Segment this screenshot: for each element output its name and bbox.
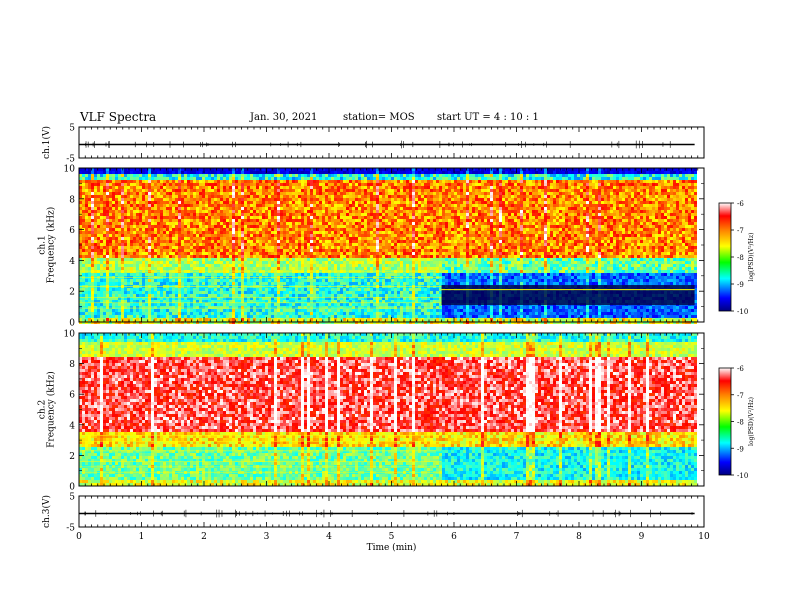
x-tick-label: 8 <box>576 532 582 542</box>
x-tick-label: 6 <box>451 532 457 542</box>
y-tick-label: 6 <box>69 391 75 401</box>
x-axis-label: Time (min) <box>367 542 417 553</box>
x-tick-label: 2 <box>201 532 207 542</box>
colorbar <box>718 367 732 476</box>
colorbar-tick-label: -8 <box>737 254 744 262</box>
y-tick-label: 0 <box>69 319 75 329</box>
y-tick-label: 8 <box>69 360 75 370</box>
y-tick-label: 4 <box>69 257 75 267</box>
date-label: Jan. 30, 2021 <box>250 112 317 123</box>
colorbar-tick-label: -6 <box>737 200 744 208</box>
x-tick-label: 0 <box>76 532 82 542</box>
y-axis-label: ch.1 <box>38 235 48 254</box>
y-tick-label: -5 <box>66 524 75 534</box>
y-axis-label: Frequency (kHz) <box>46 371 57 448</box>
y-axis-label: Frequency (kHz) <box>46 207 57 284</box>
y-tick-label: 2 <box>69 288 75 298</box>
colorbar-label: log(PSD)(V²/Hz) <box>748 397 755 446</box>
station-label: station= MOS <box>343 112 415 123</box>
x-tick-label: 3 <box>264 532 270 542</box>
y-tick-label: 6 <box>69 226 75 236</box>
y-axis-label: ch.3(V) <box>41 495 52 528</box>
y-tick-label: 10 <box>64 165 76 175</box>
y-tick-label: 10 <box>64 330 76 340</box>
x-tick-label: 9 <box>639 532 645 542</box>
x-tick-label: 10 <box>698 532 710 542</box>
colorbar-tick-label: -7 <box>737 227 744 235</box>
y-tick-label: 2 <box>69 452 75 462</box>
colorbar-label: log(PSD)(V²/Hz) <box>748 233 755 282</box>
plot-title: VLF Spectra <box>80 110 156 124</box>
y-tick-label: -5 <box>66 155 75 165</box>
x-tick-label: 7 <box>514 532 520 542</box>
y-tick-label: 8 <box>69 195 75 205</box>
colorbar-tick-label: -10 <box>737 308 748 316</box>
x-tick-label: 4 <box>326 532 332 542</box>
colorbar <box>718 202 732 312</box>
y-tick-label: 5 <box>69 493 75 503</box>
colorbar-tick-label: -10 <box>737 472 748 480</box>
colorbar-tick-label: -7 <box>737 392 744 400</box>
colorbar-tick-label: -9 <box>737 445 744 453</box>
y-tick-label: 5 <box>69 124 75 134</box>
y-axis-label: ch.1(V) <box>41 126 52 159</box>
y-axis-label: ch.2 <box>38 400 48 419</box>
y-tick-label: 4 <box>69 421 75 431</box>
colorbar-tick-label: -6 <box>737 365 744 373</box>
colorbar-tick-label: -8 <box>737 419 744 427</box>
x-tick-label: 1 <box>139 532 145 542</box>
y-tick-label: 0 <box>69 483 75 493</box>
x-tick-label: 5 <box>389 532 395 542</box>
start-time-label: start UT = 4 : 10 : 1 <box>437 112 539 123</box>
colorbar-tick-label: -9 <box>737 281 744 289</box>
